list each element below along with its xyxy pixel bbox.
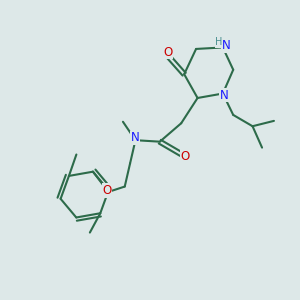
Text: O: O (102, 184, 112, 197)
Text: N: N (220, 88, 229, 101)
Text: N: N (222, 40, 231, 52)
Text: H: H (215, 37, 223, 47)
Text: N: N (131, 131, 140, 144)
Text: O: O (163, 46, 172, 59)
Text: O: O (180, 150, 189, 163)
